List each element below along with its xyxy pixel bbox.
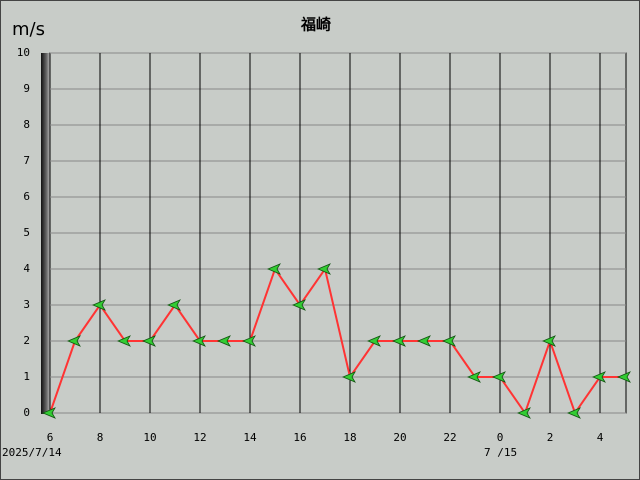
marker	[416, 335, 431, 347]
x-tick-label: 8	[97, 431, 104, 444]
marker	[341, 371, 356, 383]
marker	[241, 335, 256, 347]
y-tick-label: 2	[23, 334, 30, 347]
x-tick-label: 6	[47, 431, 54, 444]
marker	[141, 335, 156, 347]
marker	[91, 299, 106, 311]
y-tick-label: 8	[23, 118, 30, 131]
x-tick-label: 14	[243, 431, 257, 444]
x-tick-label: 16	[293, 431, 306, 444]
marker	[166, 299, 181, 311]
x-tick-label: 4	[597, 431, 604, 444]
marker	[466, 371, 481, 383]
marker	[266, 263, 281, 275]
x-tick-label: 22	[443, 431, 456, 444]
y-tick-label: 6	[23, 190, 30, 203]
y-tick-label: 4	[23, 262, 30, 275]
marker	[441, 335, 456, 347]
marker	[566, 407, 581, 419]
x-tick-label: 20	[393, 431, 406, 444]
y-tick-label: 1	[23, 370, 30, 383]
marker	[116, 335, 131, 347]
marker	[366, 335, 381, 347]
x-tick-label: 10	[143, 431, 156, 444]
y-tick-label: 10	[17, 46, 30, 59]
date-label: 7 /15	[484, 446, 517, 459]
marker	[491, 371, 506, 383]
y-tick-label: 0	[23, 406, 30, 419]
unit-label: m/s	[12, 19, 45, 40]
marker	[191, 335, 206, 347]
marker	[516, 407, 531, 419]
x-tick-label: 18	[343, 431, 356, 444]
x-tick-label: 0	[497, 431, 504, 444]
y-tick-label: 7	[23, 154, 30, 167]
y-tick-label: 5	[23, 226, 30, 239]
y-tick-label: 9	[23, 82, 30, 95]
chart-title: 福崎	[300, 16, 331, 34]
marker	[291, 299, 306, 311]
marker	[216, 335, 231, 347]
marker	[391, 335, 406, 347]
marker	[316, 263, 331, 275]
axis-bar	[41, 53, 50, 414]
y-tick-label: 3	[23, 298, 30, 311]
marker	[66, 335, 81, 347]
x-tick-label: 12	[193, 431, 206, 444]
x-tick-label: 2	[547, 431, 554, 444]
date-label: 2025/7/14	[2, 446, 62, 459]
marker	[41, 407, 56, 419]
marker	[616, 371, 631, 383]
marker	[591, 371, 606, 383]
marker	[541, 335, 556, 347]
